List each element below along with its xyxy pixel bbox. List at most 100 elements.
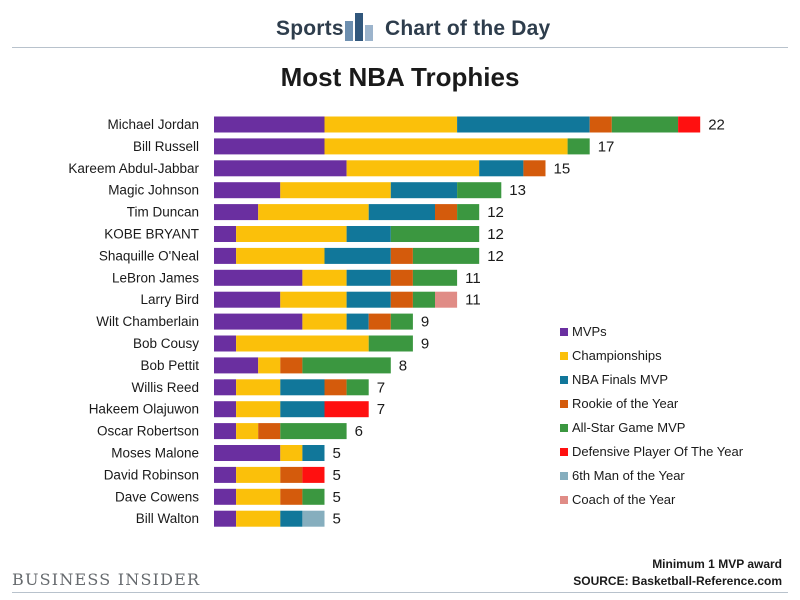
bar-bill-walton-mvps (214, 510, 237, 527)
bar-magic-johnson-mvps (214, 182, 281, 199)
total-label-dave-cowens: 5 (333, 489, 341, 506)
bar-willis-reed-championships (236, 379, 281, 396)
legend-swatch (560, 328, 568, 336)
bar-bob-pettit-all-star-game-mvp (302, 357, 391, 374)
bar-dave-cowens-rookie-of-the-year (280, 488, 303, 505)
bar-bill-russell-mvps (214, 138, 325, 155)
bar-willis-reed-rookie-of-the-year (324, 379, 347, 396)
bar-larry-bird-coach-of-the-year (435, 291, 458, 308)
category-label-bob-cousy: Bob Cousy (133, 336, 199, 351)
bar-bill-russell-all-star-game-mvp (567, 138, 590, 155)
total-label-wilt-chamberlain: 9 (421, 314, 429, 331)
bar-kareem-abdul-jabbar-championships (346, 160, 480, 177)
footnote: Minimum 1 MVP award (652, 557, 782, 571)
bar-bill-walton-nba-finals-mvp (280, 510, 303, 527)
total-label-moses-malone: 5 (333, 445, 341, 462)
bar-hakeem-olajuwon-nba-finals-mvp (280, 401, 325, 418)
category-label-wilt-chamberlain: Wilt Chamberlain (96, 314, 199, 329)
bar-kareem-abdul-jabbar-nba-finals-mvp (479, 160, 524, 177)
bar-willis-reed-nba-finals-mvp (280, 379, 325, 396)
bar-bob-cousy-all-star-game-mvp (368, 335, 413, 352)
category-label-bill-russell: Bill Russell (133, 139, 199, 154)
bar-bill-walton-championships (236, 510, 281, 527)
bar-magic-johnson-nba-finals-mvp (390, 182, 458, 199)
category-label-kareem-abdul-jabbar: Kareem Abdul-Jabbar (68, 161, 199, 176)
bar-bob-cousy-championships (236, 335, 369, 352)
bar-shaquille-o-neal-nba-finals-mvp (324, 247, 391, 264)
category-label-michael-jordan: Michael Jordan (107, 117, 199, 132)
header-divider (12, 47, 788, 48)
category-label-bill-walton: Bill Walton (136, 511, 199, 526)
legend-label: All-Star Game MVP (572, 420, 686, 435)
legend-swatch (560, 352, 568, 360)
bar-bill-walton-6th-man-of-the-year (302, 510, 325, 527)
total-label-kobe-bryant: 12 (487, 226, 504, 243)
legend-label: NBA Finals MVP (572, 372, 669, 387)
bar-dave-cowens-championships (236, 488, 281, 505)
category-label-willis-reed: Willis Reed (131, 380, 199, 395)
bar-kobe-bryant-all-star-game-mvp (390, 226, 480, 242)
bar-david-robinson-championships (236, 466, 281, 483)
total-label-lebron-james: 11 (465, 270, 481, 287)
bar-david-robinson-rookie-of-the-year (280, 466, 303, 483)
total-label-oscar-robertson: 6 (355, 423, 363, 440)
bar-david-robinson-mvps (214, 466, 237, 483)
legend-label: Championships (572, 348, 662, 363)
bar-michael-jordan-nba-finals-mvp (457, 116, 590, 133)
category-label-oscar-robertson: Oscar Robertson (97, 424, 199, 439)
bar-dave-cowens-all-star-game-mvp (302, 488, 325, 505)
bar-lebron-james-rookie-of-the-year (390, 269, 413, 286)
total-label-hakeem-olajuwon: 7 (377, 401, 385, 418)
category-label-bob-pettit: Bob Pettit (140, 358, 199, 373)
bar-tim-duncan-championships (258, 204, 369, 221)
bar-wilt-chamberlain-rookie-of-the-year (368, 313, 391, 330)
bar-michael-jordan-all-star-game-mvp (611, 116, 679, 133)
total-label-willis-reed: 7 (377, 379, 385, 396)
bar-wilt-chamberlain-all-star-game-mvp (390, 313, 413, 330)
total-label-bob-pettit: 8 (399, 357, 407, 374)
bar-shaquille-o-neal-championships (236, 247, 325, 264)
bar-lebron-james-nba-finals-mvp (346, 269, 391, 286)
bar-bob-pettit-championships (258, 357, 281, 374)
bar-shaquille-o-neal-mvps (214, 247, 237, 264)
bar-shaquille-o-neal-rookie-of-the-year (390, 247, 413, 264)
total-label-david-robinson: 5 (333, 467, 341, 484)
legend-swatch (560, 424, 568, 432)
bar-hakeem-olajuwon-championships (236, 401, 281, 418)
bar-shaquille-o-neal-all-star-game-mvp (412, 247, 480, 264)
bar-oscar-robertson-championships (236, 423, 259, 440)
total-label-bill-russell: 17 (598, 138, 615, 155)
bar-dave-cowens-mvps (214, 488, 237, 505)
bar-bill-russell-championships (324, 138, 568, 155)
bar-hakeem-olajuwon-mvps (214, 401, 237, 418)
category-label-shaquille-o-neal: Shaquille O'Neal (99, 248, 199, 263)
category-label-moses-malone: Moses Malone (111, 446, 199, 461)
legend-label: Coach of the Year (572, 492, 676, 507)
total-label-shaquille-o-neal: 12 (487, 248, 504, 265)
bar-larry-bird-all-star-game-mvp (412, 291, 435, 308)
legend-label: MVPs (572, 324, 607, 339)
bar-magic-johnson-championships (280, 182, 391, 199)
category-label-kobe-bryant: KOBE BRYANT (104, 227, 199, 242)
legend-swatch (560, 496, 568, 504)
bar-willis-reed-mvps (214, 379, 237, 396)
bar-magic-johnson-all-star-game-mvp (457, 182, 502, 199)
legend-label: 6th Man of the Year (572, 468, 685, 483)
bar-moses-malone-mvps (214, 445, 281, 461)
total-label-bill-walton: 5 (333, 511, 341, 528)
category-label-dave-cowens: Dave Cowens (115, 489, 199, 504)
bar-tim-duncan-mvps (214, 204, 259, 221)
bar-oscar-robertson-mvps (214, 423, 237, 440)
category-label-david-robinson: David Robinson (104, 467, 199, 482)
bar-larry-bird-nba-finals-mvp (346, 291, 391, 308)
bar-lebron-james-championships (302, 269, 347, 286)
source-note: SOURCE: Basketball-Reference.com (573, 574, 782, 588)
bar-larry-bird-rookie-of-the-year (390, 291, 413, 308)
bar-kareem-abdul-jabbar-mvps (214, 160, 347, 177)
legend-label: Defensive Player Of The Year (572, 444, 744, 459)
total-label-larry-bird: 11 (465, 292, 481, 309)
bar-tim-duncan-all-star-game-mvp (457, 204, 480, 221)
bar-bob-pettit-rookie-of-the-year (280, 357, 303, 374)
bar-kobe-bryant-nba-finals-mvp (346, 226, 391, 242)
